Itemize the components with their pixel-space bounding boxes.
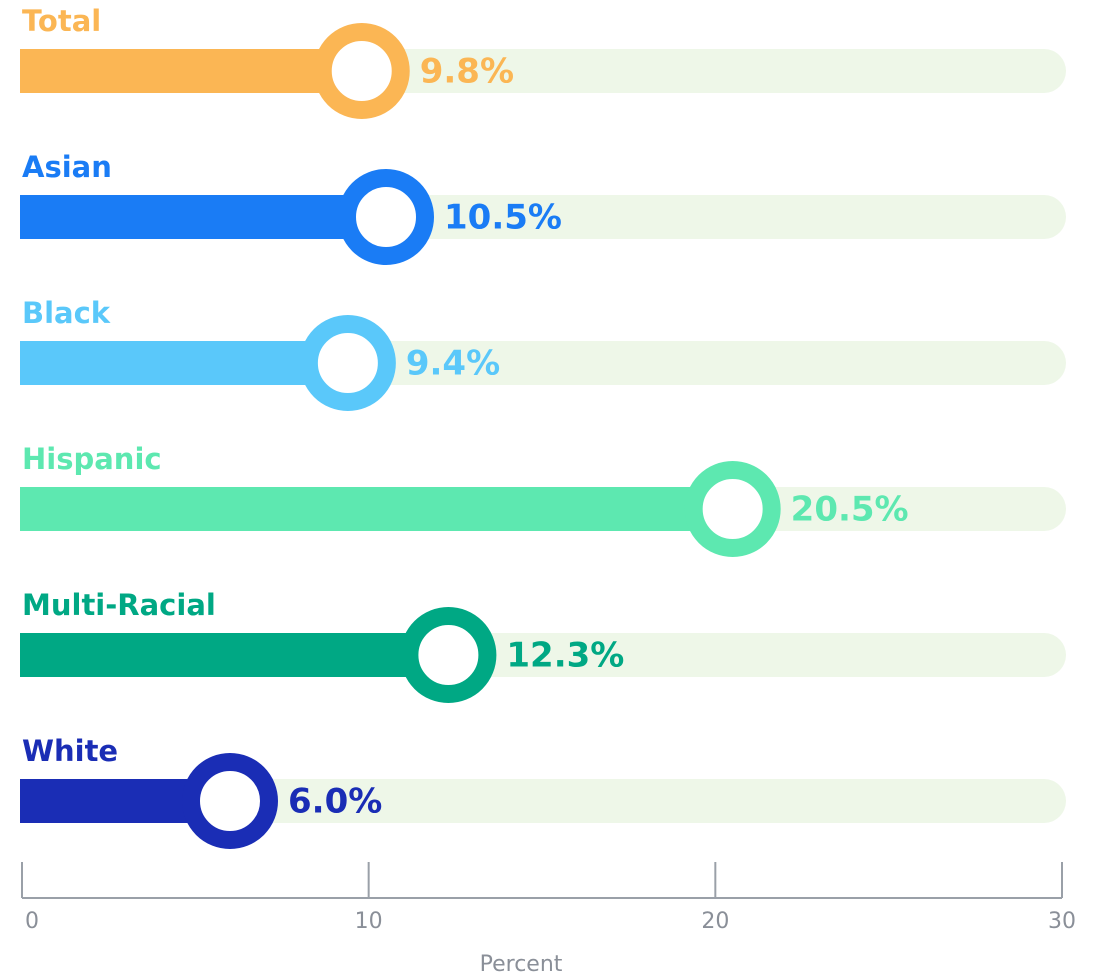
x-tick-label: 0 [25,909,39,934]
x-tick-label: 10 [355,909,383,934]
bar [20,487,733,531]
x-tick-label: 20 [701,909,729,934]
bar [20,633,449,677]
category-label: Hispanic [22,442,162,476]
marker [299,315,396,411]
value-label: 12.3% [506,636,624,676]
bar [20,341,348,385]
marker [338,169,434,265]
category-label: Asian [22,150,112,184]
category-label: Black [22,296,111,330]
value-label: 10.5% [444,198,562,238]
value-label: 9.4% [406,344,500,384]
value-label: 20.5% [791,490,909,530]
value-label: 6.0% [288,782,382,822]
x-tick-label: 30 [1048,909,1076,934]
bar [20,195,386,239]
category-label: Total [22,4,101,38]
marker [400,607,497,703]
marker [684,461,781,557]
category-label: Multi-Racial [22,588,216,622]
bar [20,49,362,93]
value-label: 9.8% [420,52,514,92]
x-axis-label: Percent [480,952,563,977]
track [20,779,1066,823]
marker [182,753,278,849]
category-label: White [22,734,118,768]
marker [313,23,410,119]
